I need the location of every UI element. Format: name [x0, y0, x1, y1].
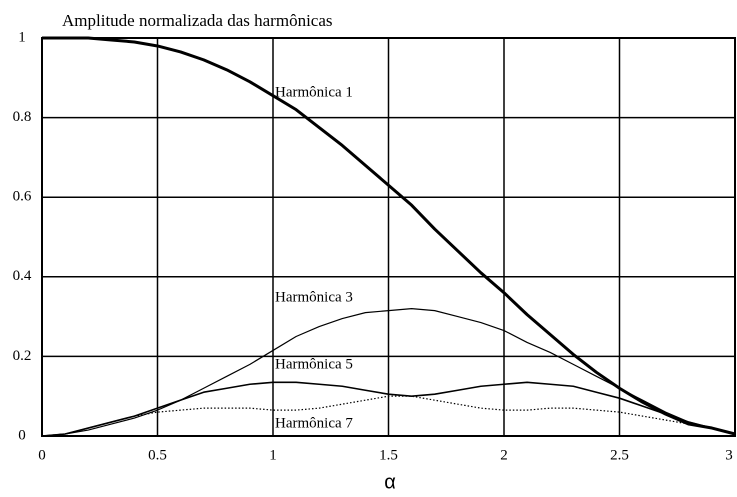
y-tick-label: 0.6 [13, 189, 32, 205]
x-axis-label: α [384, 471, 396, 493]
x-tick-label: 2.5 [610, 447, 629, 463]
series-label: Harmônica 5 [275, 356, 353, 372]
series-label: Harmônica 1 [275, 84, 353, 100]
x-tick-label: 2 [500, 447, 508, 463]
y-tick-label: 0.8 [13, 109, 32, 125]
x-tick-label: 1.5 [379, 447, 398, 463]
series-line [41, 308, 736, 437]
chart-title: Amplitude normalizada das harmônicas [62, 11, 333, 30]
series-line [41, 381, 736, 437]
series-line [41, 395, 736, 437]
x-tick-label: 1 [269, 447, 277, 463]
series-label: Harmônica 7 [275, 415, 353, 431]
x-tick-label: 0 [38, 447, 46, 463]
x-tick-label: 3 [725, 447, 733, 463]
y-tick-label: 0 [18, 427, 26, 443]
plot-frame [41, 37, 736, 437]
y-tick-label: 0.2 [13, 348, 32, 364]
x-tick-label: 0.5 [148, 447, 167, 463]
y-tick-label: 0.4 [13, 268, 32, 284]
y-tick-label: 1 [18, 29, 26, 45]
series-label: Harmônica 3 [275, 289, 353, 305]
